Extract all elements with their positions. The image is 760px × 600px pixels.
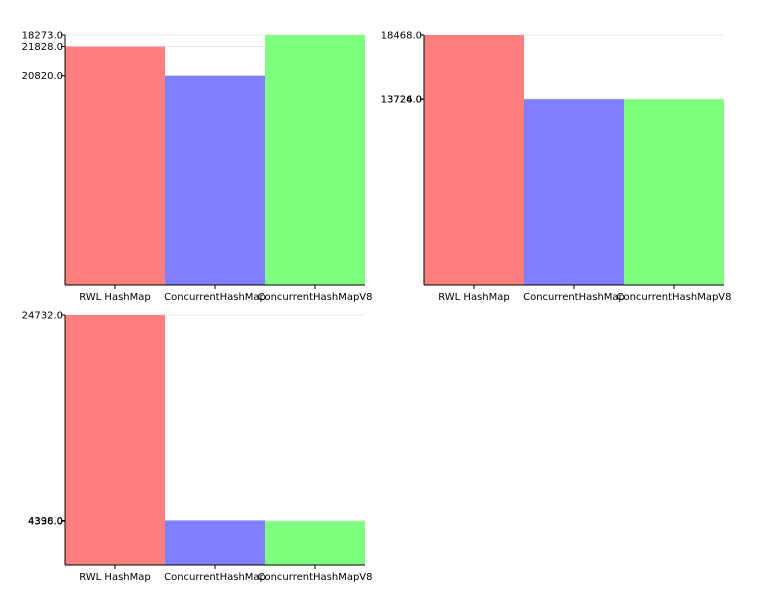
bar-3 <box>624 99 724 285</box>
bar-1 <box>65 46 165 286</box>
bar-1 <box>65 315 165 565</box>
bar-1 <box>424 35 524 285</box>
x-tick-label: ConcurrentHashMapV8 <box>257 292 372 303</box>
y-tick-label: 21828.0 <box>22 42 63 53</box>
y-tick-label: 13724.0 <box>381 95 422 106</box>
y-tick-label: 20820.0 <box>22 71 63 82</box>
y-tick-label: 24732.0 <box>22 311 63 322</box>
x-tick-label: ConcurrentHashMap <box>164 572 266 583</box>
y-tick-label: 4336.0 <box>28 517 63 528</box>
y-tick-label: 4398.0 <box>28 516 63 527</box>
bar-3 <box>265 521 365 565</box>
bar-3 <box>265 35 365 285</box>
x-tick-label: ConcurrentHashMap <box>523 292 625 303</box>
y-tick-label: 18273.0 <box>22 31 63 42</box>
chart-1: 21828.0 20820.0 18273.0 RWL HashMap Concurre… <box>22 31 373 304</box>
bar-2 <box>165 75 265 285</box>
x-tick-label: ConcurrentHashMap <box>164 292 266 303</box>
y-tick-label: 18468.0 <box>381 31 422 42</box>
x-tick-label: RWL HashMap <box>438 292 509 303</box>
x-tick-label: ConcurrentHashMapV8 <box>257 572 372 583</box>
x-tick-label: RWL HashMap <box>79 292 150 303</box>
bar-2 <box>165 520 265 565</box>
bar-2 <box>524 99 624 286</box>
x-tick-label: RWL HashMap <box>79 572 150 583</box>
y-tick-label: 13726.0 <box>381 95 422 106</box>
x-tick-label: ConcurrentHashMapV8 <box>616 292 731 303</box>
